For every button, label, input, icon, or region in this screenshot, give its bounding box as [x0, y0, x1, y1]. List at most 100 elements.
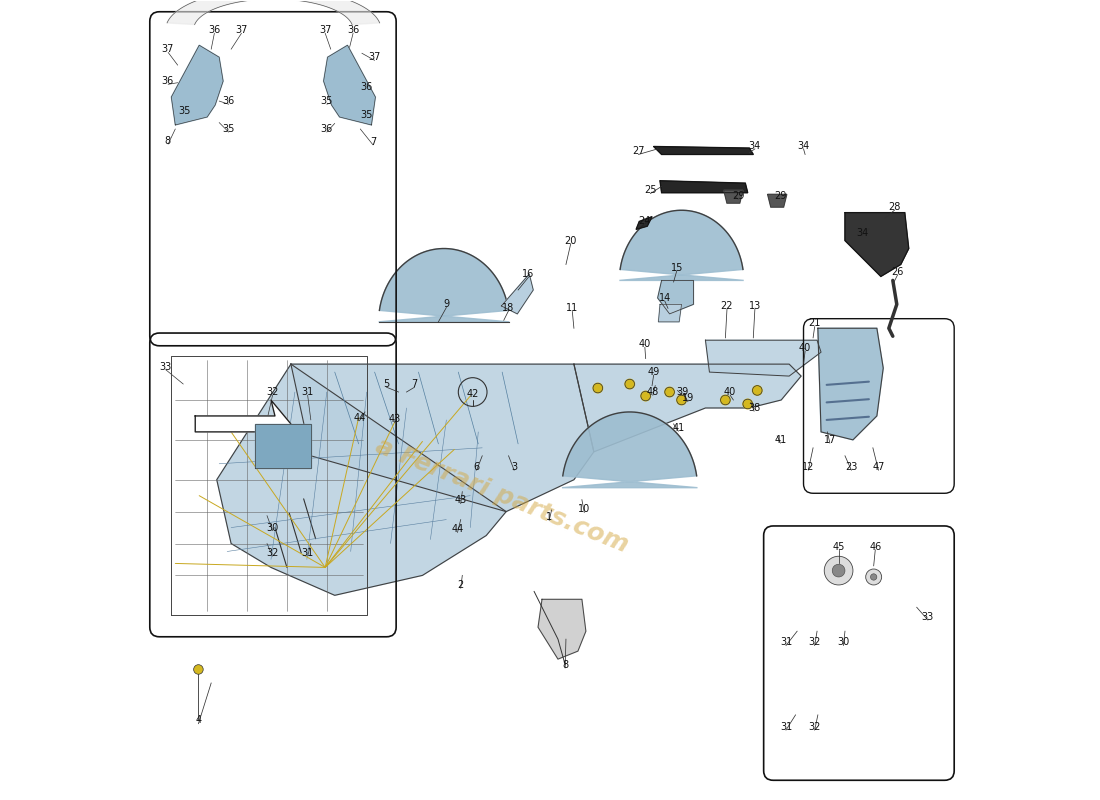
Polygon shape: [502, 274, 534, 314]
Circle shape: [824, 556, 852, 585]
Text: 43: 43: [454, 495, 466, 506]
Text: 13: 13: [749, 301, 761, 311]
Polygon shape: [768, 194, 786, 207]
Text: 17: 17: [824, 435, 836, 445]
Text: 37: 37: [161, 44, 174, 54]
Polygon shape: [658, 281, 693, 314]
Text: 31: 31: [780, 638, 792, 647]
Polygon shape: [845, 213, 909, 277]
Polygon shape: [705, 340, 821, 376]
Text: 30: 30: [266, 522, 278, 533]
Text: 27: 27: [632, 146, 645, 156]
Text: 34: 34: [798, 141, 810, 150]
Text: 10: 10: [579, 504, 591, 514]
Polygon shape: [538, 599, 586, 659]
Text: 36: 36: [321, 124, 333, 134]
Text: 19: 19: [682, 394, 694, 403]
Text: 49: 49: [648, 367, 660, 377]
Text: 48: 48: [647, 387, 659, 397]
Text: 39: 39: [676, 387, 689, 397]
Text: 7: 7: [411, 379, 418, 389]
Text: 8: 8: [562, 660, 569, 670]
Polygon shape: [255, 424, 311, 468]
Text: 31: 31: [301, 387, 314, 397]
Text: 14: 14: [659, 293, 671, 303]
Text: 37: 37: [319, 25, 331, 35]
Polygon shape: [323, 46, 375, 125]
Text: 26: 26: [891, 266, 904, 277]
Circle shape: [676, 395, 686, 405]
Polygon shape: [636, 217, 652, 230]
Polygon shape: [660, 181, 748, 193]
Polygon shape: [574, 364, 801, 452]
Text: 22: 22: [720, 301, 734, 311]
Text: 5: 5: [384, 379, 389, 389]
Text: 41: 41: [672, 423, 684, 433]
Text: 34: 34: [749, 141, 761, 150]
Text: 47: 47: [872, 462, 884, 472]
Text: 33: 33: [922, 612, 934, 622]
Polygon shape: [724, 190, 743, 203]
Text: 21: 21: [808, 318, 821, 329]
Polygon shape: [378, 249, 509, 322]
Text: 35: 35: [222, 124, 235, 134]
Text: 12: 12: [802, 462, 814, 472]
Text: 32: 32: [808, 722, 821, 732]
Circle shape: [742, 399, 752, 409]
Text: 31: 31: [301, 548, 314, 558]
Polygon shape: [217, 364, 506, 595]
Text: 25: 25: [645, 186, 657, 195]
Text: 36: 36: [162, 76, 174, 86]
Circle shape: [194, 665, 204, 674]
Circle shape: [625, 379, 635, 389]
Text: 36: 36: [346, 25, 360, 35]
Text: 18: 18: [503, 302, 515, 313]
Circle shape: [752, 386, 762, 395]
Text: 41: 41: [774, 435, 786, 445]
Text: 1: 1: [546, 512, 552, 522]
Text: 32: 32: [266, 387, 278, 397]
Text: 35: 35: [361, 110, 373, 119]
Polygon shape: [659, 304, 682, 322]
Polygon shape: [195, 400, 290, 448]
Text: 11: 11: [566, 303, 579, 314]
Circle shape: [866, 569, 881, 585]
Text: 2: 2: [458, 580, 464, 590]
Text: a Ferrari parts.com: a Ferrari parts.com: [372, 434, 632, 558]
Text: 16: 16: [522, 269, 535, 279]
Text: 40: 40: [799, 343, 811, 353]
Text: 20: 20: [564, 235, 576, 246]
Text: 38: 38: [748, 403, 760, 413]
Polygon shape: [653, 146, 754, 154]
Text: 44: 44: [353, 413, 365, 422]
Text: 32: 32: [808, 638, 821, 647]
Text: 8: 8: [164, 136, 170, 146]
Text: 40: 40: [724, 387, 736, 397]
Polygon shape: [619, 210, 744, 281]
Text: 35: 35: [320, 96, 333, 106]
Text: 34: 34: [857, 227, 869, 238]
Text: 44: 44: [451, 524, 463, 534]
Polygon shape: [562, 412, 697, 488]
Text: 4: 4: [196, 715, 201, 726]
Text: 36: 36: [222, 96, 234, 106]
Polygon shape: [167, 0, 380, 25]
Text: 6: 6: [474, 462, 480, 472]
Circle shape: [833, 564, 845, 577]
Text: 15: 15: [671, 262, 683, 273]
Text: 3: 3: [512, 462, 517, 472]
Circle shape: [641, 391, 650, 401]
Text: 35: 35: [178, 106, 190, 117]
Polygon shape: [818, 328, 883, 440]
Text: 23: 23: [845, 462, 858, 472]
Circle shape: [870, 574, 877, 580]
Text: 33: 33: [160, 362, 172, 371]
Text: 9: 9: [443, 299, 450, 310]
Text: 30: 30: [837, 638, 849, 647]
Text: 36: 36: [361, 82, 373, 93]
Text: 40: 40: [639, 339, 651, 349]
Text: 29: 29: [774, 191, 786, 201]
Text: 43: 43: [388, 414, 400, 424]
Circle shape: [720, 395, 730, 405]
Text: 28: 28: [888, 202, 901, 212]
